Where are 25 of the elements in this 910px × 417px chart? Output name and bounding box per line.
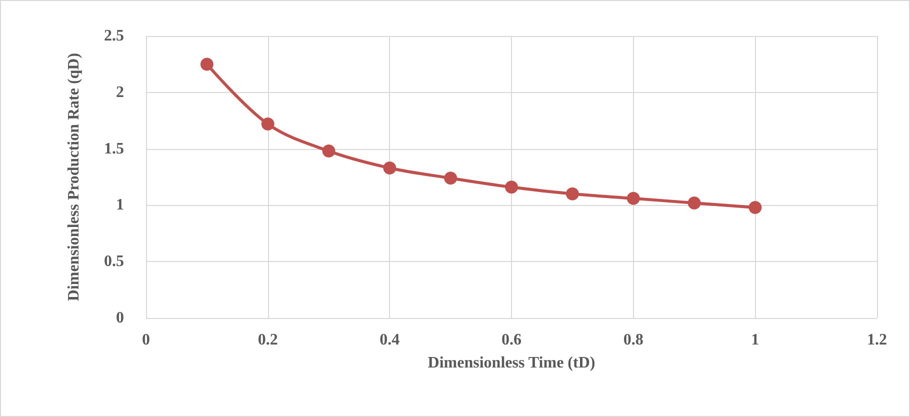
y-tick-label: 2.5 — [104, 28, 124, 44]
point — [505, 180, 518, 194]
y-tick-label: 1.5 — [104, 140, 124, 158]
x-tick-label: 1.2 — [867, 332, 887, 348]
point — [748, 200, 762, 214]
x-tick-label: 0 — [142, 332, 150, 348]
x-tick-label: 0.6 — [502, 332, 522, 348]
point — [383, 161, 396, 174]
x-tick-label: 0.4 — [380, 332, 400, 348]
x-tick-label: 0.8 — [623, 332, 644, 348]
y-tick-label: 2 — [116, 84, 124, 101]
point — [322, 144, 336, 158]
point — [688, 196, 701, 210]
point — [261, 117, 274, 130]
point — [444, 172, 458, 185]
point — [566, 187, 579, 200]
point — [200, 58, 214, 71]
x-tick-label: 1 — [751, 332, 760, 348]
y-axis-title: Dimensionless Production Rate (qD) — [66, 52, 82, 302]
x-axis-title: Dimensionless Time (tD) — [428, 354, 596, 372]
y-tick-label: 1 — [116, 196, 124, 214]
point — [626, 192, 640, 205]
y-tick-label: 0 — [116, 310, 124, 326]
y-tick-label: 0.5 — [104, 253, 124, 270]
x-tick-label: 0.2 — [258, 332, 278, 348]
